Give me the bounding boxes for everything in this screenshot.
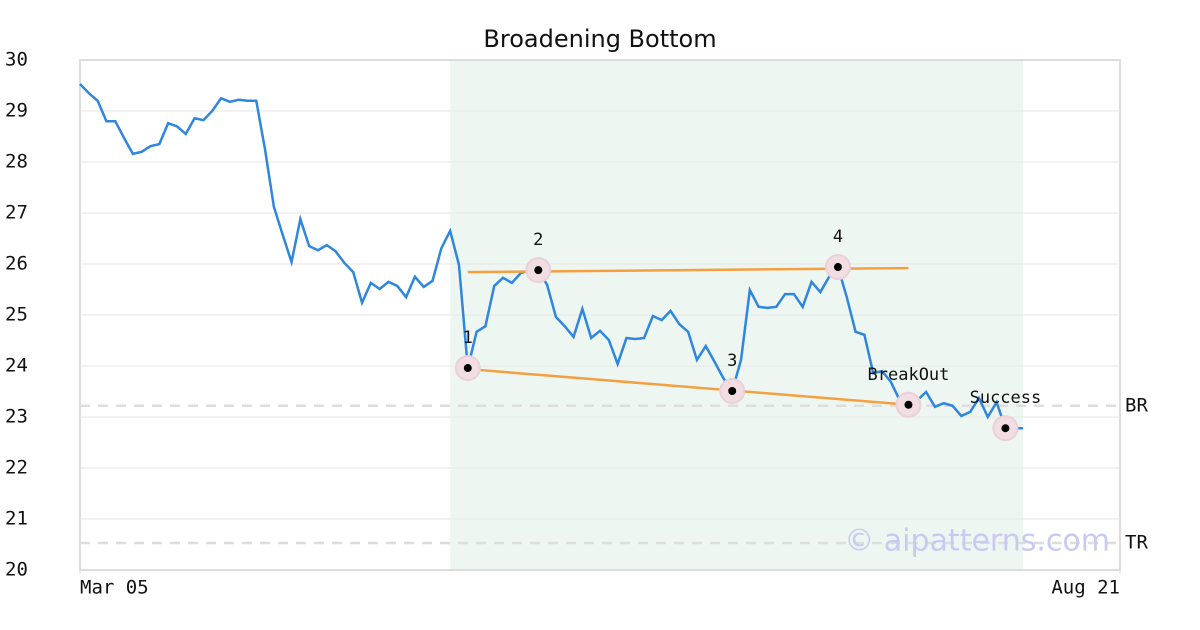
y-tick-label: 27 [5,202,28,224]
pivot-label: 2 [533,230,543,250]
pivot-label: 3 [727,351,737,371]
pivot-dot [904,400,913,409]
pivot-label: BreakOut [868,365,950,385]
y-tick-label: 26 [5,253,28,275]
pivot-label: 4 [833,227,843,247]
pivot-dot [728,386,737,395]
y-tick-label: 25 [5,304,28,326]
y-tick-label: 30 [5,49,28,71]
level-label: BR [1125,394,1148,416]
pivot-label: 1 [463,328,473,348]
trend-line [467,367,909,407]
level-label: TR [1125,531,1148,553]
pivot-label: Success [970,388,1042,408]
y-tick-label: 20 [5,559,28,581]
x-tick-label: Mar 05 [80,577,149,599]
plot-frame [79,59,1121,571]
y-tick-label: 21 [5,508,28,530]
pivot-dot [534,266,543,275]
y-tick-label: 24 [5,355,28,377]
x-tick-label: Aug 21 [1051,577,1120,599]
y-tick-label: 28 [5,151,28,173]
y-tick-label: 22 [5,457,28,479]
price-line [79,83,1024,430]
pivot-dot [463,364,472,373]
watermark: © aipatterns.com [844,524,1110,559]
chart-title: Broadening Bottom [483,25,716,53]
y-tick-label: 29 [5,100,28,122]
y-tick-label: 23 [5,406,28,428]
pivot-dot [833,263,842,272]
pivot-dot [1001,424,1010,433]
